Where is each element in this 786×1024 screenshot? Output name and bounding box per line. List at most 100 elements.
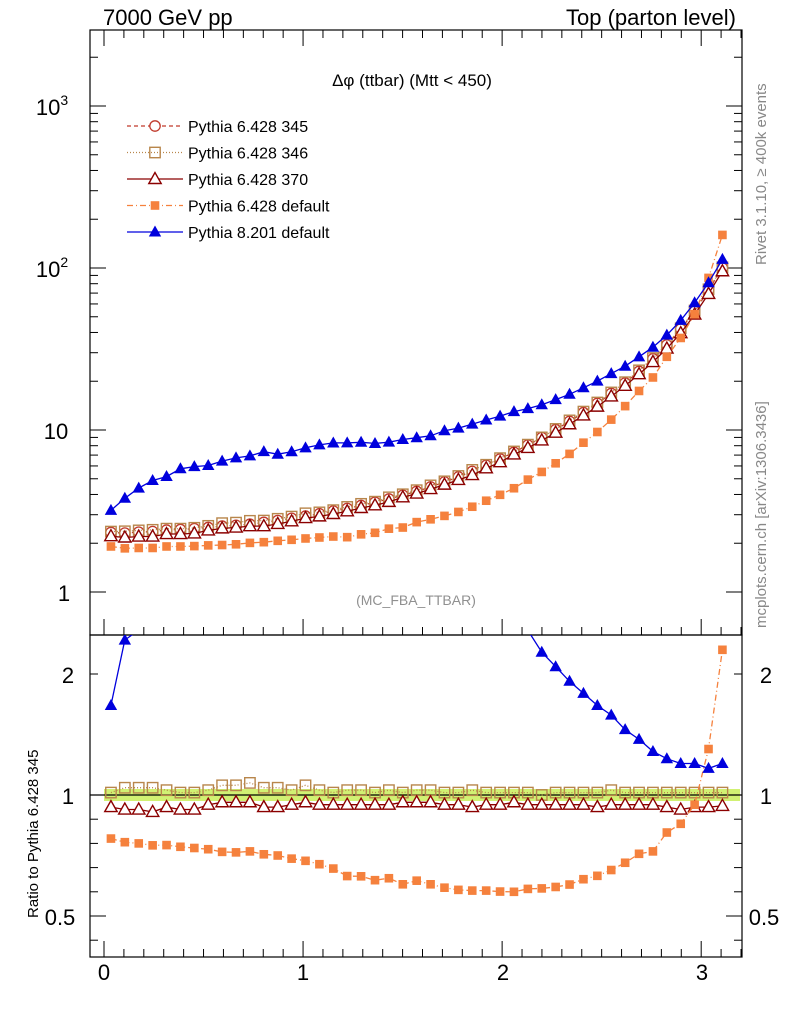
ratio-pythia-6-428-370-point: [437, 796, 452, 810]
series-pythia-6-428-default-point: [245, 538, 255, 548]
ratio-pythia-6-428-default-point: [426, 879, 435, 889]
ratio-pythia-8-201-default-point: [577, 686, 590, 698]
series-pythia-6-428-default-point: [190, 541, 199, 551]
ratio-pythia-6-428-default-point: [523, 884, 533, 894]
ratio-pythia-6-428-370-point: [145, 804, 161, 818]
series-pythia-6-428-370-point: [506, 446, 522, 460]
legend: Pythia 6.428 345 Pythia 6.428 346 Pythia 6…: [127, 119, 330, 242]
legend-label-pythia-6-428-370: Pythia 6.428 370: [188, 172, 308, 189]
ratio-pythia-6-428-370-point: [367, 796, 383, 810]
series-pythia-6-428-default-point: [203, 541, 213, 550]
series-pythia-6-428-default-point: [273, 536, 283, 546]
series-pythia-6-428-370-point: [103, 528, 119, 542]
series-pythia-8-201-default-point: [563, 387, 576, 399]
series-pythia-8-201-default-point: [396, 432, 409, 444]
series-pythia-6-428-default-point: [148, 543, 157, 553]
series-pythia-6-428-370-point: [562, 416, 577, 430]
series-pythia-8-201-default-point: [716, 252, 729, 264]
series-pythia-6-428-default-point: [509, 483, 519, 493]
series-pythia-8-201-default-point: [299, 441, 312, 453]
series-pythia-6-428-370-point: [520, 440, 536, 454]
ratio-pythia-6-428-default-point: [551, 882, 560, 892]
series-pythia-8-201-default-point: [174, 462, 187, 474]
series-pythia-6-428-370-point: [589, 398, 605, 412]
series-pythia-8-201-default-point: [618, 359, 632, 371]
plot-title: Δφ (ttbar) (Mtt < 450): [332, 71, 492, 90]
series-pythia-6-428-370-point: [450, 471, 466, 486]
ratio-pythia-6-428-default-point: [301, 856, 310, 866]
series-pythia-6-428-default-point: [398, 523, 408, 532]
series-pythia-6-428-370-point: [548, 424, 564, 438]
ratio-pythia-6-428-346-point: [257, 781, 270, 794]
series-pythia-6-428-default-point: [495, 490, 505, 500]
ratio-pythia-6-428-default-point: [190, 843, 199, 853]
series-pythia-6-428-default-point: [634, 386, 644, 396]
series-pythia-8-201-default-point: [132, 481, 145, 493]
ratio-pythia-6-428-346-point: [382, 784, 395, 797]
ratio-pythia-6-428-370-point: [659, 799, 675, 813]
ratio-pythia-6-428-default-point: [565, 880, 574, 889]
series-pythia-8-201-default-point: [452, 421, 465, 433]
series-pythia-6-428-default-line: [110, 234, 724, 549]
ratio-pythia-6-428-370-point: [173, 801, 188, 815]
series-pythia-8-201-default-point: [605, 367, 618, 379]
ratio-pythia-8-201-default-point: [104, 698, 118, 710]
ratio-pythia-8-201-default-point: [549, 660, 562, 672]
ratio-pythia-6-428-346-point: [118, 781, 131, 794]
series-pythia-6-428-370-point: [117, 529, 133, 543]
ratio-pythia-6-428-default-point: [342, 871, 352, 881]
series-pythia-8-201-default-point: [382, 435, 396, 447]
series-pythia-6-428-370-point: [186, 525, 202, 539]
legend-marker-pythia-8-201-default: [148, 225, 162, 237]
ratio-pythia-6-428-370-point: [284, 796, 300, 810]
ratio-pythia-8-201-default-point: [702, 761, 715, 773]
series-pythia-6-428-default-point: [315, 533, 324, 542]
series-pythia-6-428-default-point: [231, 539, 241, 549]
series-pythia-6-428-370-point: [325, 506, 341, 520]
series-pythia-8-201-default-point: [688, 296, 701, 308]
main-axis-ticks: [90, 30, 742, 635]
ratio-pythia-6-428-default-point: [120, 837, 130, 847]
series-pythia-6-428-370-point: [437, 476, 452, 490]
ratio-pythia-6-428-346-point: [299, 779, 312, 792]
series-pythia-6-428-default-point: [648, 373, 658, 382]
series-pythia-6-428-default-point: [523, 475, 533, 484]
series-pythia-6-428-default-point: [537, 467, 547, 477]
x-tick-label-3: 3: [696, 960, 708, 985]
series-pythia-6-428-370-point: [145, 528, 161, 542]
series-pythia-6-428-default-point: [162, 542, 171, 551]
ratio-pythia-6-428-default-point: [718, 645, 727, 655]
ratio-tick-label-0.5: 0.5: [45, 905, 76, 930]
main-plot-series: [103, 230, 730, 553]
series-pythia-6-428-370-point: [464, 467, 480, 481]
series-pythia-8-201-default-point: [549, 393, 562, 405]
ratio-pythia-6-428-370-point: [450, 796, 466, 810]
ratio-pythia-6-428-default-point: [412, 876, 421, 885]
series-pythia-6-428-default-point: [356, 530, 366, 539]
series-pythia-6-428-default-point: [370, 528, 380, 538]
ratio-pythia-6-428-346-point: [244, 777, 256, 789]
ratio-pythia-6-428-default-point: [217, 847, 227, 857]
ratio-tick-label-1-right: 1: [760, 784, 772, 809]
series-pythia-6-428-default-point: [176, 542, 185, 551]
series-pythia-8-201-default-point: [507, 405, 521, 417]
series-pythia-6-428-370-point: [534, 432, 550, 446]
ratio-pythia-6-428-default-point: [148, 841, 157, 850]
ratio-pythia-6-428-370-point: [423, 794, 438, 808]
ratio-pythia-6-428-default-point: [259, 849, 269, 859]
ratio-pythia-6-428-default-point: [537, 884, 547, 893]
ratio-pythia-6-428-default-point: [245, 847, 255, 856]
series-pythia-8-201-default-point: [479, 413, 493, 425]
ratio-pythia-6-428-370-point: [298, 794, 313, 808]
series-pythia-6-428-default-point: [676, 333, 686, 343]
ratio-pythia-6-428-370-point: [617, 796, 633, 810]
series-pythia-8-201-default-point: [535, 398, 548, 410]
ratio-pythia-6-428-346-point: [132, 781, 145, 794]
series-pythia-8-201-default-point: [271, 447, 284, 459]
series-pythia-6-428-370-point: [701, 285, 716, 300]
ratio-pythia-6-428-346-point: [285, 784, 298, 797]
series-pythia-6-428-default-point: [329, 532, 338, 541]
ratio-pythia-6-428-default-point: [370, 875, 380, 885]
rivet-label: Rivet 3.1.10, ≥ 400k events: [753, 83, 770, 265]
series-pythia-6-428-370-point: [367, 497, 383, 511]
